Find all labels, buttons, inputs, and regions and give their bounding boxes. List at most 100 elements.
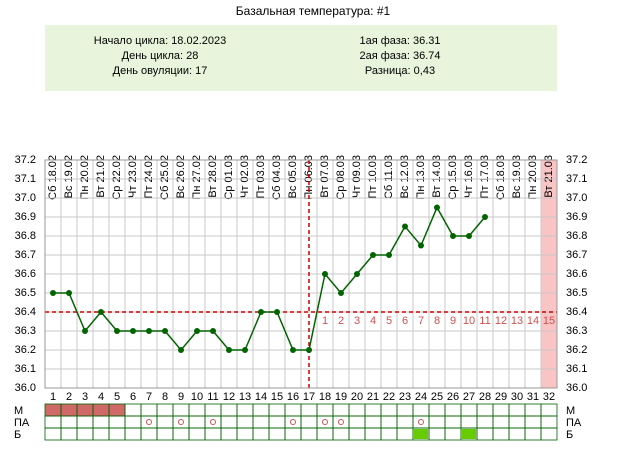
date-label: Пн 20.02 — [79, 155, 91, 200]
row-cell — [188, 403, 206, 417]
row-cell — [316, 403, 334, 417]
date-label: Вт 14.03 — [431, 155, 443, 198]
date-label: Сб 25.02 — [159, 155, 171, 200]
row-cell — [492, 403, 510, 417]
temperature-point — [290, 347, 296, 353]
temperature-point — [66, 290, 72, 296]
info-right: 1ая фаза: 36.31 — [359, 35, 440, 47]
row-cell — [332, 403, 350, 417]
y-tick-label: 36.9 — [15, 211, 36, 223]
phase2-day: 12 — [495, 315, 507, 327]
pa-mark — [418, 419, 424, 425]
row-cell — [428, 427, 446, 441]
row-cell — [172, 427, 190, 441]
row-cell — [300, 415, 318, 429]
phase2-day: 9 — [450, 315, 456, 327]
temperature-point — [322, 271, 328, 277]
row-cell — [108, 415, 126, 429]
phase2-day: 7 — [418, 315, 424, 327]
y-tick-label: 37.2 — [15, 154, 36, 166]
period-mark — [109, 404, 125, 416]
date-label: Вт 07.03 — [319, 155, 331, 198]
row-cell — [348, 403, 366, 417]
phase2-day: 15 — [543, 315, 555, 327]
date-label: Вс 12.03 — [399, 155, 411, 198]
temperature-point — [226, 347, 232, 353]
temperature-point — [178, 347, 184, 353]
x-tick-label: 26 — [447, 391, 459, 403]
phase2-day: 8 — [434, 315, 440, 327]
x-tick-label: 9 — [178, 391, 184, 403]
row-cell — [156, 415, 174, 429]
date-label: Ср 01.03 — [223, 155, 235, 200]
date-label: Сб 18.02 — [47, 155, 59, 200]
row-cell — [172, 403, 190, 417]
plot-border — [44, 159, 558, 389]
row-cell — [508, 415, 526, 429]
row-cell — [540, 427, 558, 441]
phase2-day: 3 — [354, 315, 360, 327]
y2-tick-label: 36.1 — [566, 363, 587, 375]
row-cell — [92, 415, 110, 429]
row-cell — [284, 403, 302, 417]
row-label: Б — [14, 429, 21, 441]
y2-tick-label: 36.8 — [566, 230, 587, 242]
x-tick-label: 27 — [463, 391, 475, 403]
row-cell — [268, 403, 286, 417]
x-tick-label: 18 — [319, 391, 331, 403]
x-tick-label: 22 — [383, 391, 395, 403]
b-mark — [414, 429, 428, 439]
row-cell — [124, 427, 142, 441]
temperature-point — [466, 233, 472, 239]
row-cell — [220, 403, 238, 417]
phase2-day: 6 — [402, 315, 408, 327]
row-cell — [540, 403, 558, 417]
x-tick-label: 8 — [162, 391, 168, 403]
temperature-point — [50, 290, 56, 296]
row-cell — [332, 427, 350, 441]
row-cell — [380, 403, 398, 417]
row-cell — [252, 427, 270, 441]
row-cell — [412, 403, 430, 417]
row-label-right: М — [566, 405, 575, 417]
period-mark — [77, 404, 93, 416]
row-cell — [364, 427, 382, 441]
y2-tick-label: 37.0 — [566, 192, 587, 204]
row-cell — [60, 427, 78, 441]
y2-tick-label: 36.6 — [566, 268, 587, 280]
x-tick-label: 31 — [527, 391, 539, 403]
date-label: Вс 05.03 — [287, 155, 299, 198]
y-tick-label: 36.3 — [15, 325, 36, 337]
row-cell — [380, 427, 398, 441]
period-mark — [61, 404, 77, 416]
x-tick-label: 21 — [367, 391, 379, 403]
period-mark — [93, 404, 109, 416]
row-cell — [220, 415, 238, 429]
date-label: Вс 19.02 — [63, 155, 75, 198]
temperature-point — [130, 328, 136, 334]
phase2-day: 11 — [479, 315, 490, 327]
row-cell — [396, 403, 414, 417]
y2-tick-label: 37.1 — [566, 173, 587, 185]
row-cell — [236, 427, 254, 441]
temperature-point — [114, 328, 120, 334]
info-right: 2ая фаза: 36.74 — [359, 50, 440, 62]
row-cell — [428, 415, 446, 429]
row-cell — [300, 427, 318, 441]
temperature-point — [274, 309, 280, 315]
x-tick-label: 10 — [191, 391, 203, 403]
temperature-point — [306, 347, 312, 353]
date-label: Чт 23.02 — [127, 155, 139, 198]
x-tick-label: 29 — [495, 391, 507, 403]
row-cell — [60, 415, 78, 429]
temperature-point — [418, 242, 424, 249]
date-label: Сб 04.03 — [271, 155, 283, 200]
row-cell — [476, 415, 494, 429]
date-label: Вс 26.02 — [175, 155, 187, 198]
row-cell — [364, 415, 382, 429]
row-cell — [236, 415, 254, 429]
x-tick-label: 23 — [399, 391, 411, 403]
y-tick-label: 36.0 — [15, 382, 36, 394]
y-tick-label: 36.8 — [15, 230, 36, 242]
